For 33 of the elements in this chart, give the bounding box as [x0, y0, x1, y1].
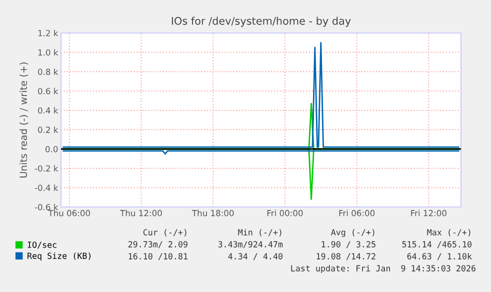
y-tick-label: -0.4 k	[34, 184, 58, 191]
y-tick-label: 0.8 k	[38, 68, 58, 75]
text: 3.43m/924.47m	[218, 241, 283, 248]
x-tick-label: Thu 18:00	[192, 210, 234, 216]
text: 29.73m/ 2.09	[128, 241, 188, 248]
y-tick-label: 0.6 k	[38, 88, 58, 94]
x-tick-label: Thu 12:00	[120, 210, 162, 216]
text: 16.10 /10.81	[128, 253, 188, 260]
y-tick-label: -0.2 k	[34, 165, 58, 172]
text: Avg (-/+)	[331, 228, 374, 238]
x-tick-label: Fri 00:00	[267, 210, 303, 216]
text: Min (-/+)	[238, 228, 282, 236]
text: Last update: Fri Jan 9 14:35:03 2026	[291, 264, 476, 274]
y-tick-label: 1.0 k	[38, 49, 58, 56]
legend-label: Req Size (KB)	[28, 252, 90, 261]
text: Max (-/+)	[427, 229, 470, 236]
text: Cur (-/+)	[143, 229, 186, 236]
legend-label: IO/sec	[28, 242, 56, 249]
y-tick-label: 0.0	[46, 146, 58, 152]
y-tick-label: 0.2 k	[38, 126, 58, 133]
text: 19.08 /14.72	[316, 253, 376, 260]
x-tick-label: Fri 06:00	[339, 210, 375, 216]
text: 515.14 /465.10	[402, 241, 472, 248]
x-tick-label: Fri 12:00	[411, 210, 446, 216]
y-tick-label: 1.2 k	[38, 30, 58, 36]
text: 4.34 / 4.40	[228, 253, 282, 260]
text: 1.90 / 3.25	[322, 241, 376, 248]
y-axis-title: Units read (-) / write (+)	[20, 62, 28, 178]
text: 64.63 / 1.10k	[407, 252, 472, 260]
y-tick-label: 0.4 k	[38, 107, 58, 114]
chart-title: IOs for /dev/system/home - by day	[172, 16, 351, 27]
y-tick-label: -0.6 k	[34, 204, 58, 210]
x-tick-label: Thu 06:00	[48, 210, 90, 216]
